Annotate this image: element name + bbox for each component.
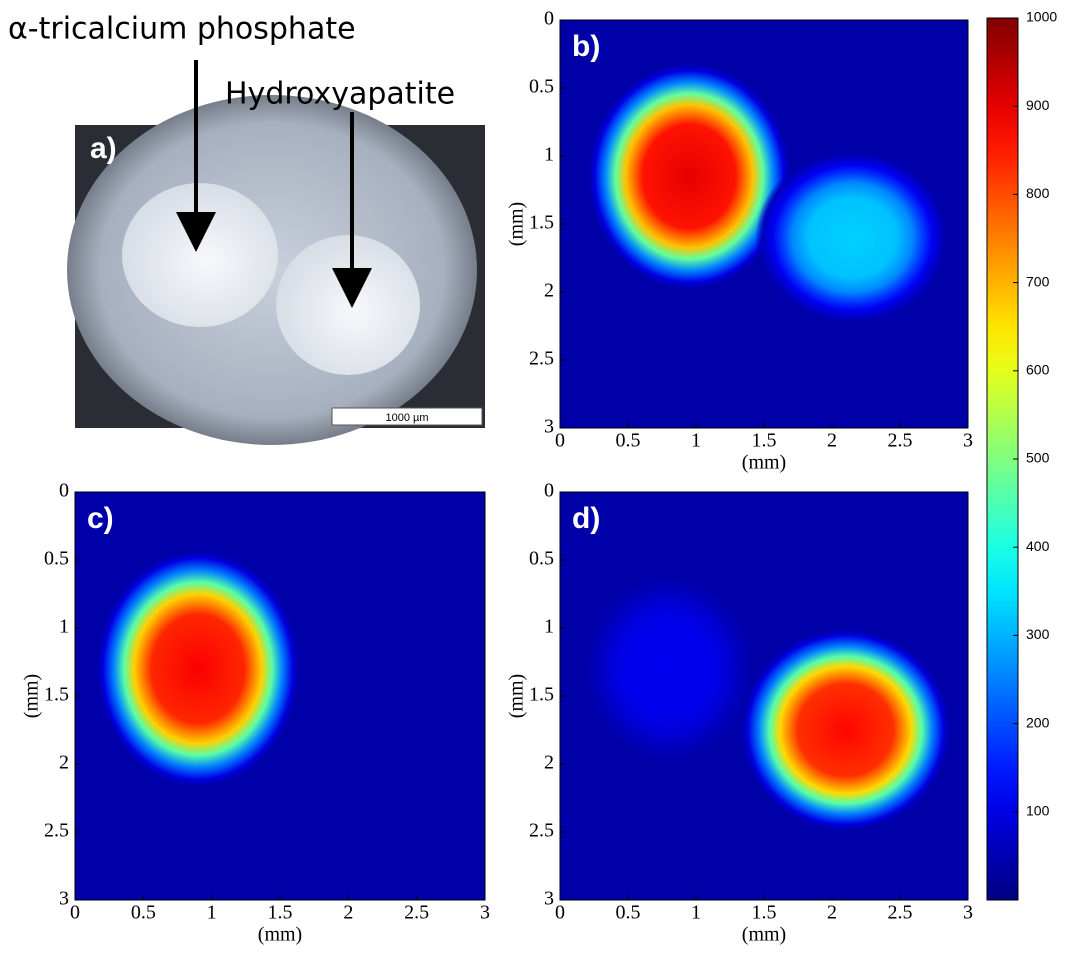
intensity-spot [580, 571, 758, 767]
x-tick-label: 1 [691, 430, 701, 452]
x-tick-label: 0.5 [616, 902, 641, 924]
y-tick-label: 2.5 [529, 348, 554, 370]
x-tick-label: 2.5 [888, 430, 913, 452]
intensity-spot [755, 149, 950, 326]
x-tick-label: 3 [963, 902, 973, 924]
colorbar-tick-label: 600 [1026, 362, 1050, 378]
intensity-spot [586, 61, 792, 292]
annotation: α-tricalcium phosphate [8, 12, 356, 47]
y-axis-label: (mm) [21, 674, 43, 718]
y-tick-label: 1 [59, 616, 69, 638]
panel-label: c) [87, 502, 114, 535]
photo-panel: 1000 µm a) α-tricalcium phosphate Hydrox… [8, 12, 485, 445]
y-tick-label: 0 [544, 480, 554, 502]
colorbar-tick-label: 700 [1026, 273, 1050, 289]
intensity-spot [94, 548, 302, 790]
scale-bar-label: 1000 µm [385, 412, 428, 424]
panel-label: d) [572, 502, 600, 535]
y-tick-label: 2.5 [44, 820, 69, 842]
colorbar [986, 17, 1019, 901]
intensity-spot [739, 627, 952, 833]
y-tick-label: 2 [59, 752, 69, 774]
y-tick-label: 2.5 [529, 820, 554, 842]
x-tick-label: 0.5 [616, 430, 641, 452]
x-tick-label: 0 [70, 902, 80, 924]
x-axis-label: (mm) [742, 452, 786, 474]
colorbar-tick-label: 1000 [1026, 9, 1057, 25]
plot-area [560, 20, 968, 428]
axes-frame [559, 19, 969, 429]
colorbar-tick-label: 300 [1026, 626, 1050, 642]
y-tick-label: 2 [544, 752, 554, 774]
axes-frame [74, 491, 486, 901]
y-tick-label: 3 [544, 888, 554, 910]
panel-label: b) [572, 30, 600, 63]
x-tick-label: 0 [555, 430, 565, 452]
scale-bar [331, 407, 483, 426]
y-tick-label: 3 [544, 416, 554, 438]
plot-area [75, 492, 485, 900]
x-tick-label: 3 [963, 430, 973, 452]
x-tick-label: 2 [827, 902, 837, 924]
y-tick-label: 1.5 [44, 684, 69, 706]
y-tick-label: 0.5 [529, 76, 554, 98]
photo-disk [122, 183, 278, 327]
x-tick-label: 2.5 [888, 902, 913, 924]
x-tick-label: 1 [691, 902, 701, 924]
x-axis-label: (mm) [742, 924, 786, 946]
x-tick-label: 1 [207, 902, 217, 924]
x-tick-label: 0 [555, 902, 565, 924]
colorbar-tick-label: 400 [1026, 538, 1050, 554]
x-tick-label: 1.5 [752, 430, 777, 452]
y-tick-label: 1.5 [529, 684, 554, 706]
y-tick-label: 0 [59, 480, 69, 502]
y-tick-label: 2 [544, 280, 554, 302]
y-tick-label: 1 [544, 144, 554, 166]
colorbar-tick-label: 500 [1026, 450, 1050, 466]
annotation: Hydroxyapatite [225, 77, 455, 112]
y-tick-label: 0 [544, 8, 554, 30]
x-tick-label: 2 [827, 430, 837, 452]
y-tick-label: 1 [544, 616, 554, 638]
x-tick-label: 1.5 [752, 902, 777, 924]
y-tick-label: 3 [59, 888, 69, 910]
panel-label: a) [90, 132, 117, 165]
x-axis-label: (mm) [258, 924, 302, 946]
plot-area [560, 492, 968, 900]
y-tick-label: 0.5 [529, 548, 554, 570]
x-tick-label: 0.5 [131, 902, 156, 924]
y-tick-label: 0.5 [44, 548, 69, 570]
y-tick-label: 1.5 [529, 212, 554, 234]
colorbar-tick-label: 900 [1026, 97, 1050, 113]
x-tick-label: 1.5 [268, 902, 293, 924]
x-tick-label: 3 [480, 902, 490, 924]
photo-disk [276, 235, 420, 375]
x-tick-label: 2.5 [404, 902, 429, 924]
y-axis-label: (mm) [506, 202, 528, 246]
colorbar-tick-label: 200 [1026, 714, 1050, 730]
colorbar-tick-label: 800 [1026, 185, 1050, 201]
x-tick-label: 2 [343, 902, 353, 924]
colorbar-tick-label: 100 [1026, 803, 1050, 819]
axes-frame [559, 491, 969, 901]
y-axis-label: (mm) [506, 674, 528, 718]
